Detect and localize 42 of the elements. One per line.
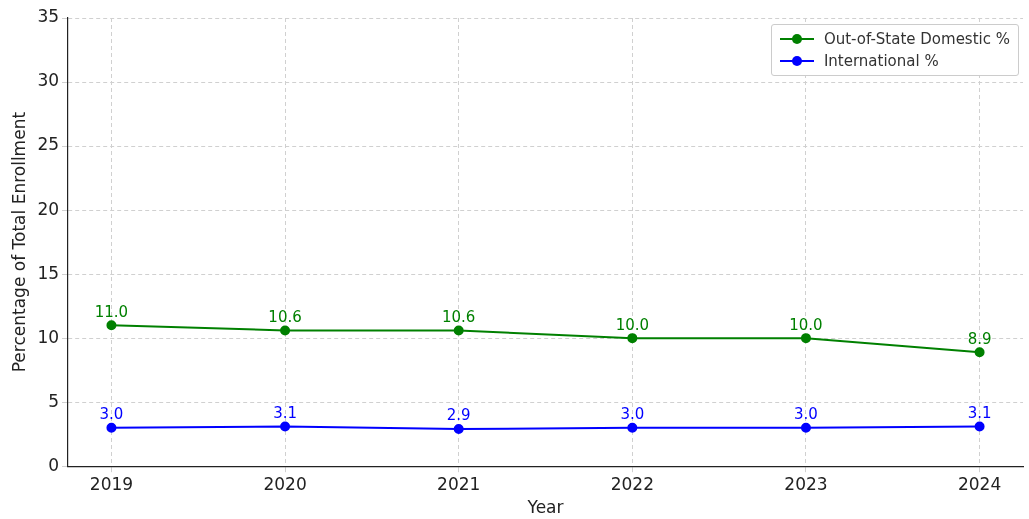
data-label: 10.6 xyxy=(442,307,476,326)
x-tick-label: 2020 xyxy=(263,473,307,494)
x-tick-label: 2021 xyxy=(437,473,481,494)
data-label: 3.1 xyxy=(967,403,992,422)
x-tick-label: 2024 xyxy=(957,473,1002,494)
data-label: 11.0 xyxy=(94,302,129,321)
data-label: 10.6 xyxy=(268,307,302,326)
point xyxy=(280,325,291,336)
data-label: 8.9 xyxy=(967,329,992,348)
point xyxy=(627,422,638,433)
data-label: 3.0 xyxy=(620,405,645,424)
point xyxy=(800,422,811,433)
y-tick-label: 15 xyxy=(37,262,60,283)
y-tick-label: 10 xyxy=(37,326,60,347)
legend-label: Out-of-State Domestic % xyxy=(823,30,1010,48)
point xyxy=(800,333,811,344)
y-tick-label: 0 xyxy=(48,454,60,475)
data-label: 3.0 xyxy=(794,405,818,424)
point xyxy=(280,421,291,432)
data-label: 3.1 xyxy=(273,403,297,422)
x-tick-label: 2022 xyxy=(610,473,654,494)
y-axis-title: Percentage of Total Enrollment xyxy=(8,111,29,373)
y-tick-label: 20 xyxy=(37,198,60,219)
point xyxy=(453,325,464,336)
x-tick-label: 2023 xyxy=(784,473,828,494)
y-tick-label: 35 xyxy=(37,6,60,27)
y-tick-label: 25 xyxy=(37,134,60,155)
data-label: 10.0 xyxy=(615,315,650,334)
point xyxy=(627,333,638,344)
x-axis-title: Year xyxy=(526,497,564,518)
point xyxy=(106,422,117,433)
point xyxy=(453,424,464,435)
legend-label: International % xyxy=(823,52,939,70)
data-label: 3.0 xyxy=(99,405,124,424)
x-tick-label: 2019 xyxy=(89,473,134,494)
point xyxy=(974,421,985,432)
y-tick-label: 30 xyxy=(37,70,60,91)
data-label: 2.9 xyxy=(446,406,471,425)
point xyxy=(974,347,985,358)
point xyxy=(106,320,117,331)
y-tick-label: 5 xyxy=(48,390,60,411)
data-label: 10.0 xyxy=(789,315,823,334)
